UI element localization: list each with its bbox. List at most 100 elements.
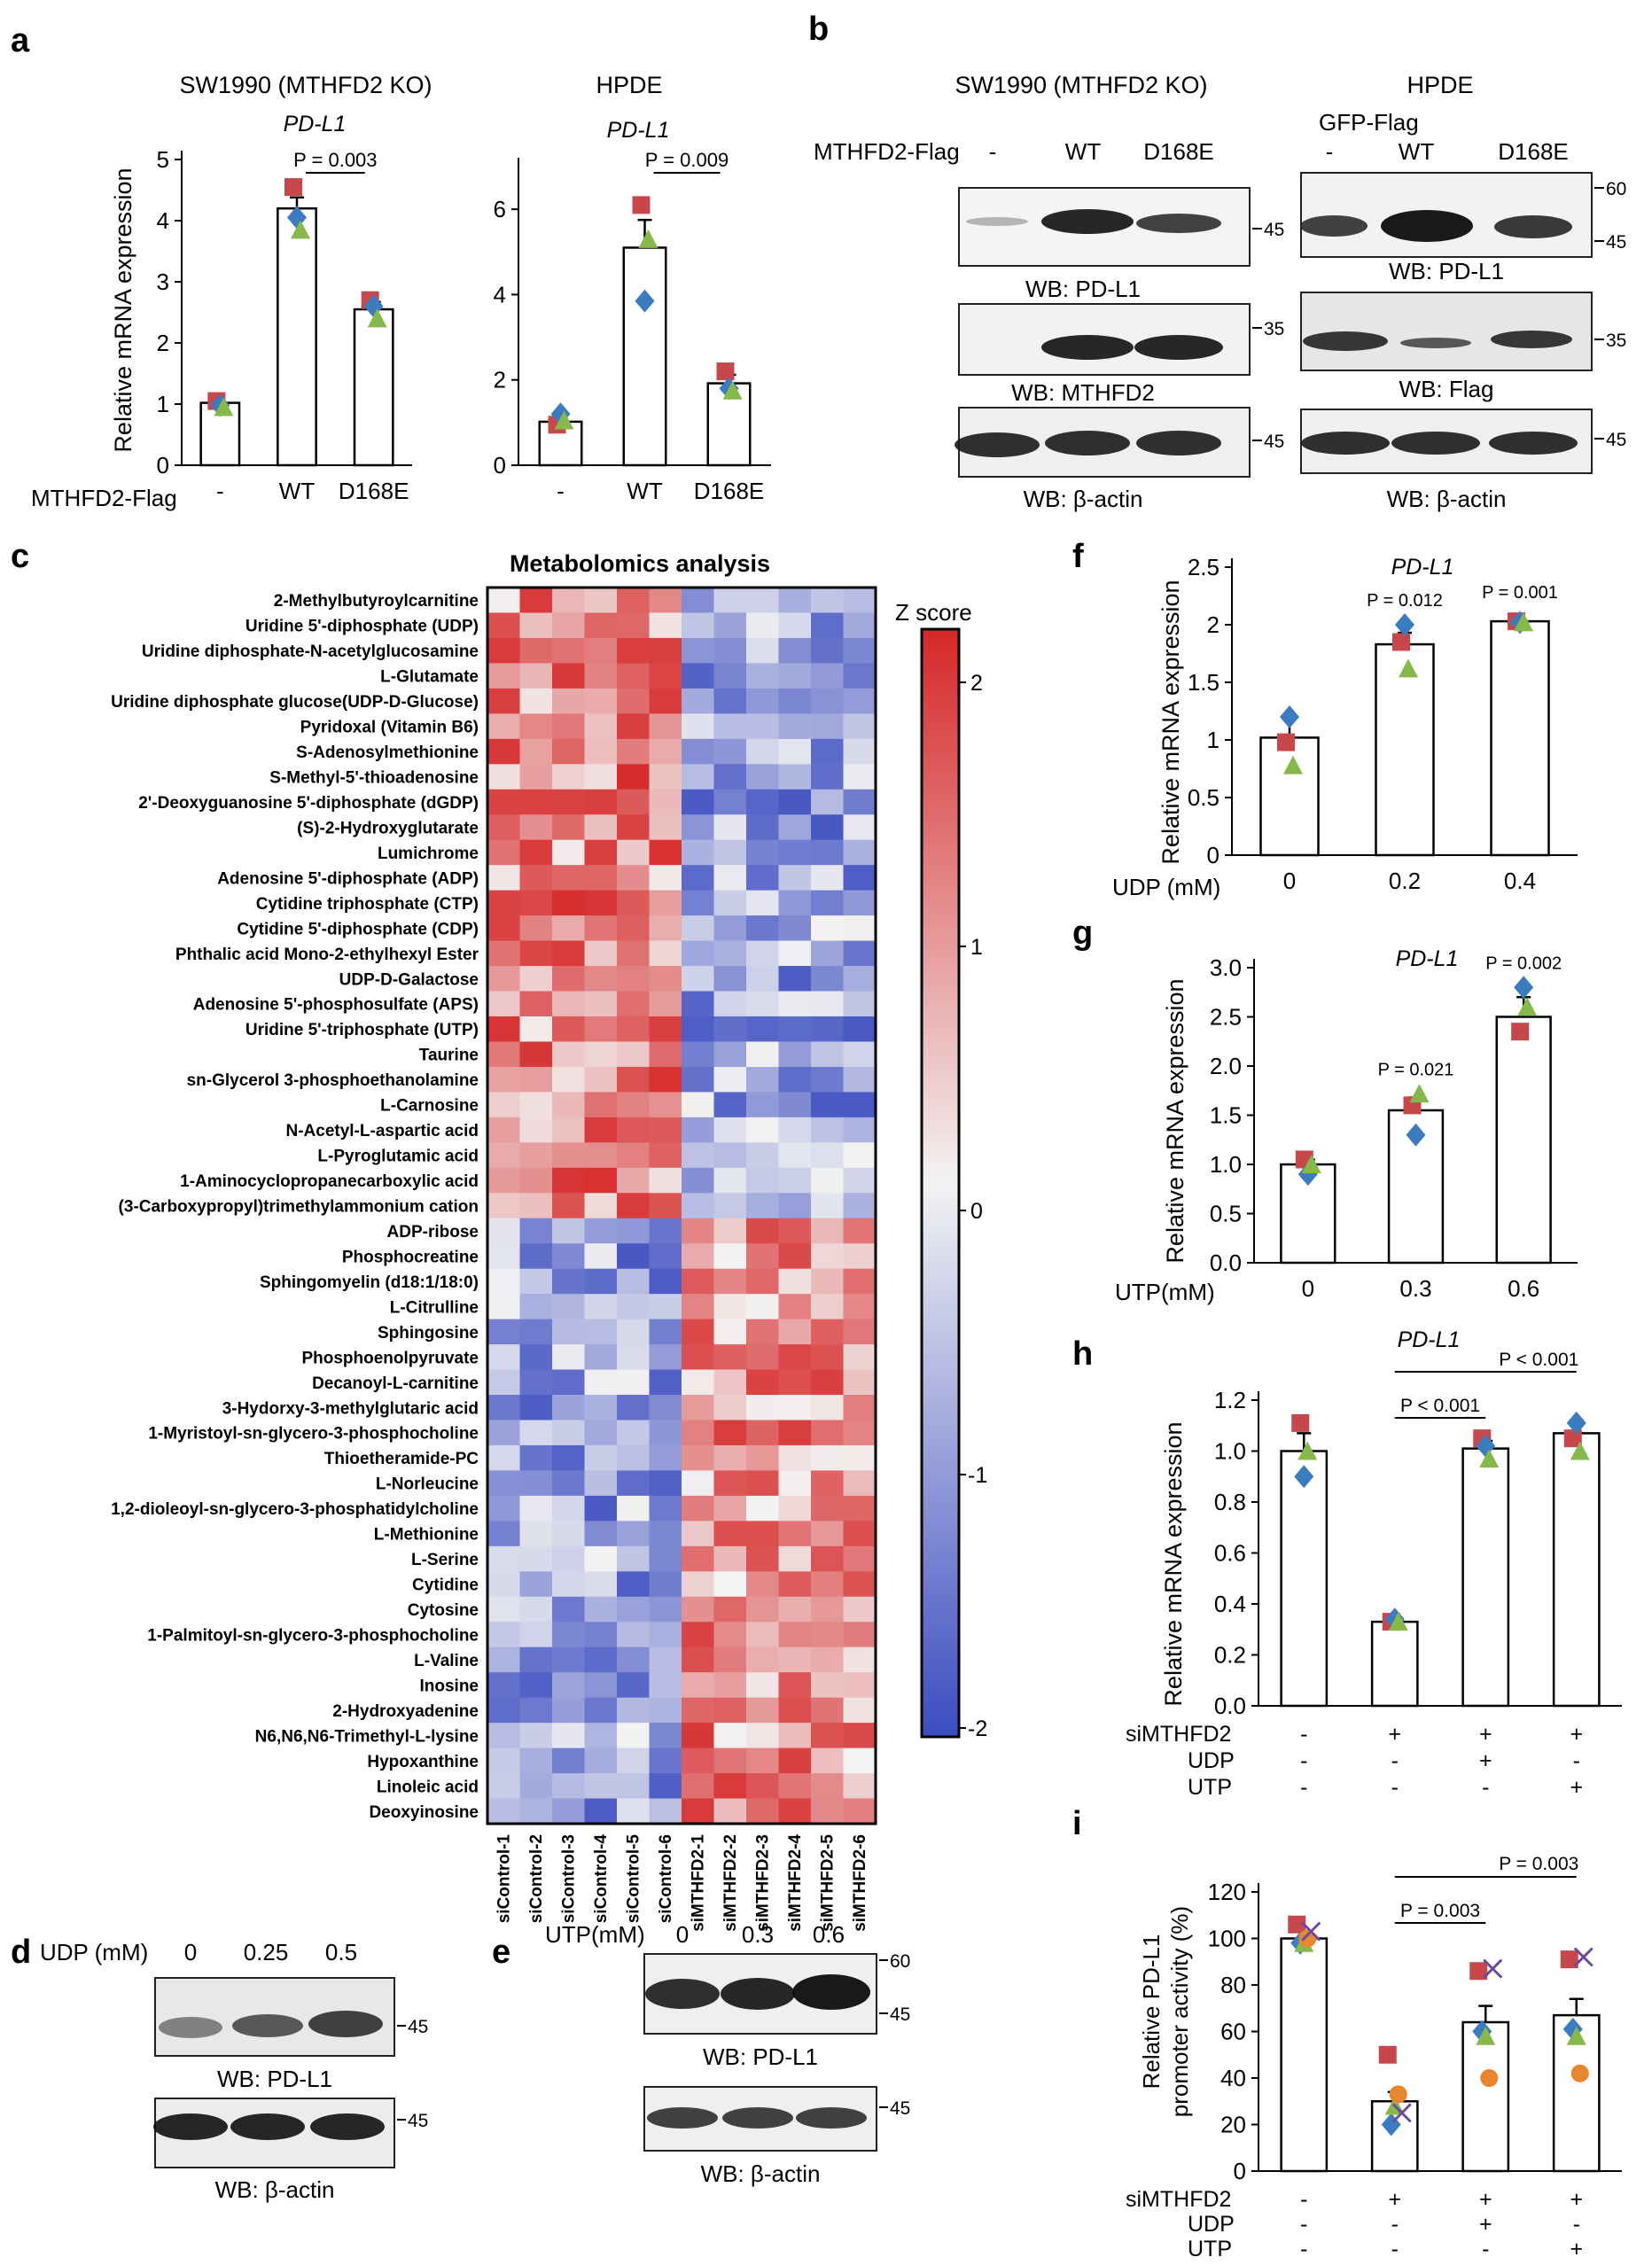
heatmap-cell — [487, 1369, 520, 1396]
bar — [1280, 1937, 1329, 2173]
heatmap-cell — [552, 1369, 585, 1396]
heatmap-cell — [713, 1420, 747, 1446]
condition-sign: - — [1300, 1722, 1307, 1747]
panel-h-row-label-1: siMTHFD2 — [1126, 1722, 1231, 1747]
heatmap-cell — [778, 738, 812, 765]
heatmap-cell — [713, 1193, 747, 1219]
heatmap-cell — [811, 1294, 844, 1320]
heatmap-cell — [552, 915, 585, 942]
heatmap-cell — [682, 1369, 714, 1396]
blot-b-left-label-2: WB: MTHFD2 — [1011, 379, 1155, 406]
heatmap-cell — [682, 612, 714, 639]
metabolite-label: Hypoxanthine — [367, 1753, 479, 1771]
panel-letter-b: b — [808, 11, 829, 48]
heatmap-cell — [746, 1798, 779, 1825]
data-point — [1409, 1084, 1430, 1103]
heatmap-cell — [552, 966, 585, 992]
heatmap-cell — [713, 1622, 747, 1648]
heatmap-cell — [617, 588, 650, 613]
heatmap-cell — [778, 1243, 812, 1270]
data-point — [1298, 1929, 1317, 1948]
heatmap-cell — [811, 1723, 844, 1749]
y-tick-label: 0.5 — [1210, 1201, 1242, 1227]
heatmap-cell — [713, 1268, 747, 1295]
heatmap-cell — [811, 814, 844, 841]
heatmap-cell — [584, 1444, 618, 1471]
heatmap-cell — [617, 1571, 650, 1598]
heatmap-cell — [778, 814, 812, 841]
y-tick-label: 0.5 — [1188, 784, 1220, 811]
heatmap-cell — [519, 1142, 553, 1169]
heatmap-cell — [843, 1294, 877, 1320]
heatmap-cell — [617, 1066, 650, 1093]
heatmap-cell — [649, 814, 682, 841]
heatmap-cell — [682, 1773, 714, 1800]
blot-b-right-pdl1: 60 45 — [1300, 172, 1626, 258]
heatmap-cell — [617, 1723, 650, 1749]
metabolite-label: UDP-D-Galactose — [339, 970, 479, 989]
sample-label: siMTHFD2-3 — [753, 1834, 772, 1932]
heatmap-cell — [519, 1521, 553, 1547]
heatmap-cell — [519, 688, 553, 714]
heatmap-cell — [584, 1041, 618, 1068]
heatmap-row-labels: 2-Methylbutyroylcarnitine Uridine 5'-diph… — [111, 592, 479, 1822]
heatmap-cell — [649, 940, 682, 967]
heatmap-cell — [519, 1773, 553, 1800]
heatmap-cell — [682, 1395, 714, 1420]
heatmap-cell — [617, 1243, 650, 1270]
heatmap-cell — [487, 1319, 520, 1345]
metabolite-label: S-Methyl-5'-thioadenosine — [269, 769, 479, 788]
heatmap-cell — [746, 1545, 779, 1572]
heatmap-cell — [713, 663, 747, 689]
heatmap-cell — [487, 1243, 520, 1270]
heatmap-cell — [713, 764, 747, 790]
heatmap-cell — [649, 1571, 682, 1598]
heatmap-cell — [682, 839, 714, 866]
panel-f-gene: PD-L1 — [1391, 555, 1454, 580]
data-point — [1479, 1449, 1500, 1468]
heatmap-cell — [682, 1243, 714, 1270]
heatmap-cell — [617, 1344, 650, 1371]
heatmap-cell — [682, 991, 714, 1017]
heatmap-cell — [843, 1622, 877, 1648]
heatmap-cell — [584, 764, 618, 790]
data-point — [1563, 1429, 1582, 1448]
metabolite-label: L-Serine — [411, 1551, 479, 1569]
heatmap-cell — [778, 713, 812, 740]
heatmap-cell — [811, 991, 844, 1017]
heatmap-cell — [843, 1193, 877, 1219]
heatmap-cell — [617, 1798, 650, 1825]
metabolite-label: 2-Methylbutyroylcarnitine — [274, 592, 479, 611]
panel-i: Relative PD-L1 promoter activity (%) siM… — [1126, 1854, 1622, 2261]
heatmap-cell — [811, 1344, 844, 1371]
data-point — [716, 362, 735, 381]
heatmap-cell — [811, 1470, 844, 1497]
heatmap-cell — [519, 1395, 553, 1420]
heatmap-cell — [811, 966, 844, 992]
heatmap-cell — [811, 663, 844, 689]
heatmap-cell — [519, 814, 553, 841]
heatmap-cell — [778, 1041, 812, 1068]
panel-letter-f: f — [1072, 538, 1084, 575]
heatmap-cell — [843, 1243, 877, 1270]
heatmap-cell — [682, 1344, 714, 1371]
heatmap-cell — [713, 1646, 747, 1673]
heatmap-cell — [843, 588, 877, 613]
heatmap-cell — [552, 1773, 585, 1800]
heatmap-cell — [519, 1545, 553, 1572]
heatmap-cell — [617, 1545, 650, 1572]
heatmap-cell — [584, 1747, 618, 1774]
metabolite-label: Uridine diphosphate glucose(UDP-D-Glucos… — [111, 693, 479, 712]
heatmap-cell — [778, 1268, 812, 1295]
heatmap-cell — [552, 1016, 585, 1042]
panel-a-y-axis-label: Relative mRNA expression — [110, 167, 136, 452]
x-tick-label: 0 — [1283, 868, 1296, 894]
x-tick-label: 0 — [1302, 1275, 1314, 1302]
panel-letter-h: h — [1072, 1335, 1093, 1373]
heatmap-cell — [843, 991, 877, 1017]
heatmap-cell — [746, 1167, 779, 1194]
heatmap-cell — [843, 1268, 877, 1295]
blot-d-marker-1: 45 — [408, 2017, 428, 2037]
data-point — [1514, 976, 1534, 1000]
data-point-b — [1573, 1947, 1594, 1967]
